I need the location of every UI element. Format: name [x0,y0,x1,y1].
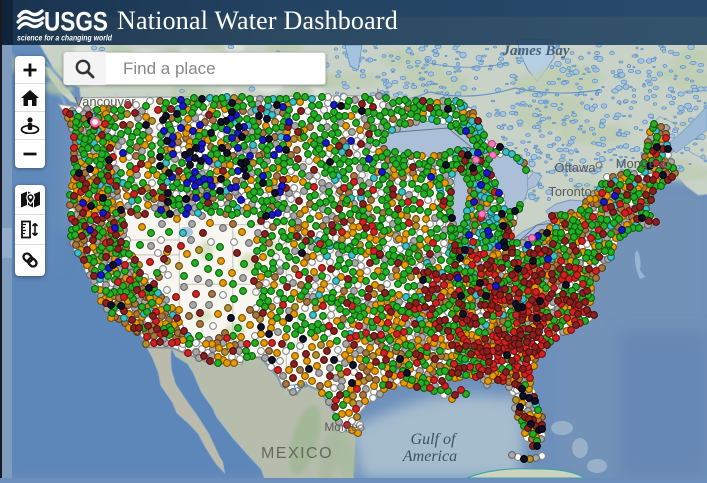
svg-text:Monte: Monte [324,420,358,434]
svg-text:James Bay: James Bay [501,43,569,59]
svg-text:Ottawa: Ottawa [554,160,596,175]
svg-text:Montreal: Montreal [616,156,667,171]
svg-text:science for a changing world: science for a changing world [17,34,113,43]
svg-text:America: America [402,448,457,465]
svg-text:Toronto: Toronto [548,184,591,199]
svg-text:Gulf of: Gulf of [411,431,458,448]
svg-text:Vancouver: Vancouver [74,94,136,109]
svg-text:USGS: USGS [44,7,108,37]
svg-text:MEXICO: MEXICO [261,445,333,462]
